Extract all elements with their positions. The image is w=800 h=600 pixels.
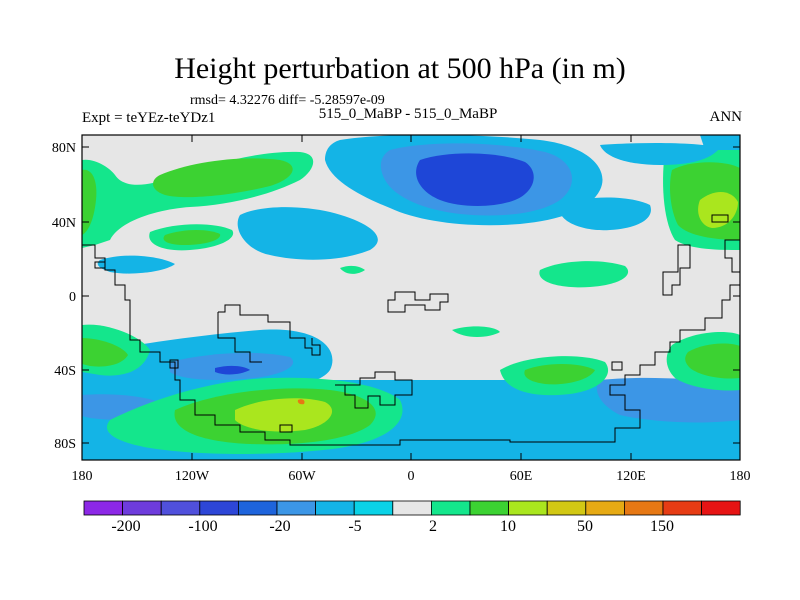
colorbar-swatch [199,500,239,516]
colorbar-swatch [508,500,548,516]
lon-tick-label: 180 [72,469,93,484]
contour-negative-region [596,377,740,423]
contour-positive-region [297,399,305,405]
lat-tick-label: 40N [52,216,76,231]
colorbar-swatch [585,500,625,516]
contour-positive-region [524,364,595,385]
colorbar-swatch [701,500,741,516]
contour-positive-region [82,338,128,367]
lat-tick-label: 40S [54,364,76,379]
colorbar-swatch [315,500,355,516]
contour-negative-region [416,153,534,206]
contour-positive-region [163,230,221,245]
contour-positive-region [235,398,333,432]
colorbar-swatch [546,500,587,516]
colorbar-swatch [469,500,509,516]
plot-title: Height perturbation at 500 hPa (in m) [174,52,626,85]
colorbar-label: -5 [348,518,361,535]
colorbar-swatch [392,500,432,516]
contour-negative-region [97,255,175,274]
contour-negative-region [700,135,740,150]
stats-label: rmsd= 4.32276 diff= -5.28597e-09 [190,93,385,108]
contour-negative-region [600,143,720,165]
colorbar-swatch [624,500,664,516]
colorbar-label: -20 [269,518,290,535]
lon-tick-label: 180 [730,469,751,484]
colorbar [83,500,741,516]
contour-positive-region [685,343,740,379]
contour-positive-region [153,158,293,198]
contour-positive-region [539,261,629,288]
lon-tick-label: 120E [616,469,646,484]
lon-tick-label: 0 [408,469,415,484]
contour-map [80,135,740,468]
contour-negative-region [215,365,250,375]
experiment-label: Expt = teYEz-teYDz1 [82,110,216,126]
season-label: ANN [709,109,743,125]
lat-tick-label: 80N [52,141,76,156]
colorbar-label: -200 [111,518,140,535]
lat-tick-label: 80S [54,437,76,452]
colorbar-swatch [122,500,162,516]
contour-negative-region [80,460,740,468]
colorbar-swatch [83,500,123,516]
colorbar-label: 10 [500,518,516,535]
colorbar-swatch [430,500,471,516]
lon-tick-label: 60E [510,469,533,484]
contour-negative-region [559,197,651,231]
colorbar-label: -100 [188,518,217,535]
lat-tick-label: 0 [69,290,76,305]
contour-negative-region [237,207,378,260]
contour-positive-region [340,265,365,274]
colorbar-swatch [237,500,278,516]
colorbar-label: 2 [429,518,437,535]
colorbar-label: 150 [650,518,674,535]
lon-tick-label: 60W [288,469,316,484]
contour-positive-region [82,169,97,235]
axis-ticks [81,135,741,460]
contour-positive-region [452,326,500,337]
case-label: 515_0_MaBP - 515_0_MaBP [318,106,498,122]
colorbar-label: 50 [577,518,593,535]
colorbar-swatch [353,500,394,516]
continent-outlines [82,214,740,446]
colorbar-swatch [662,500,702,516]
lon-tick-label: 120W [175,469,210,484]
colorbar-swatch [160,500,201,516]
colorbar-swatch [276,500,316,516]
